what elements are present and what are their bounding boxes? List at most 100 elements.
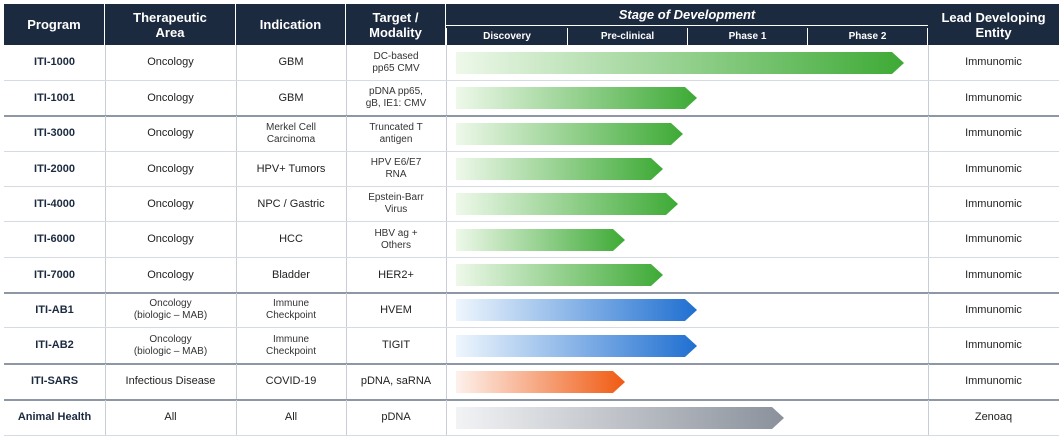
entity-cell: Immunomic [965,127,1022,139]
column-divider [236,328,237,363]
indication-cell: GBM [278,56,304,68]
stage-progress-arrow-shape [456,123,683,145]
column-divider [346,364,347,399]
stage-progress-arrow-shape [456,371,625,393]
row-separator [4,292,1059,294]
column-divider [346,400,347,435]
program-cell: ITI-SARS [30,375,79,387]
table-row: ITI-AB2 Oncology (biologic – MAB) Immune C… [4,328,1059,363]
indication-cell: COVID-19 [265,375,317,387]
column-divider [236,81,237,115]
entity-cell: Immunomic [965,375,1022,387]
column-divider [105,293,106,327]
indication-cell: Immune Checkpoint [265,298,317,321]
area-cell: Oncology [147,91,194,104]
table-row: ITI-AB1 Oncology (biologic – MAB) Immune C… [4,293,1059,327]
stage-progress-arrow [456,158,663,180]
header-indication: Indication [236,4,346,45]
stage-progress-arrow-shape [456,264,663,286]
column-divider [236,293,237,327]
row-separator [4,80,1059,81]
area-cell: Oncology [147,197,194,210]
entity-cell: Immunomic [965,56,1022,68]
indication-cell: HPV+ Tumors [256,162,326,175]
stage-progress-arrow-shape [456,229,625,251]
area-cell: Oncology (biologic – MAB) [133,298,208,321]
phase-2: Phase 2 [807,28,928,45]
column-divider [928,152,929,186]
table-row: ITI-1000 Oncology GBM DC-based pp65 CMV Immu… [4,45,1059,80]
column-divider [446,152,447,186]
indication-cell: Bladder [272,268,310,281]
header-lead-entity: Lead Developing Entity [941,9,1046,40]
column-divider [446,400,447,435]
area-cell: Oncology [147,268,194,281]
table-row: Animal Health All All pDNA Zenoaq [4,400,1059,435]
column-divider [236,152,237,186]
table-row: ITI-6000 Oncology HCC HBV ag + Others Immuno… [4,222,1059,257]
row-separator [4,115,1059,117]
program-cell: ITI-3000 [34,127,75,139]
row-separator [4,399,1059,401]
program-cell: ITI-1000 [34,56,75,68]
column-divider [105,400,106,435]
indication-cell: Immune Checkpoint [265,333,317,357]
stage-progress-arrow-shape [456,87,697,109]
header-target-modality: Target / Modality [346,4,446,45]
column-divider [446,116,447,151]
program-cell: ITI-AB1 [35,303,74,316]
program-cell: ITI-4000 [34,197,75,210]
entity-cell: Zenoaq [974,411,1013,423]
stage-progress-arrow-shape [456,193,678,215]
table-row: ITI-SARS Infectious Disease COVID-19 pDNA, … [4,364,1059,399]
stage-progress-arrow [456,407,784,429]
column-divider [928,293,929,327]
stage-progress-arrow-shape [456,52,904,74]
table-row: ITI-3000 Oncology Merkel Cell Carcinoma Tru… [4,116,1059,151]
area-cell: Oncology [147,56,194,68]
program-cell: ITI-6000 [34,233,75,245]
stage-progress-arrow [456,335,697,357]
table-row: ITI-4000 Oncology NPC / Gastric Epstein-Bar… [4,187,1059,221]
target-cell: HPV E6/E7 RNA [370,157,422,180]
stage-progress-arrow-shape [456,158,663,180]
program-cell: ITI-7000 [34,268,75,281]
indication-cell: HCC [279,233,303,245]
table-row: ITI-2000 Oncology HPV+ Tumors HPV E6/E7 RNA… [4,152,1059,186]
row-separator [4,327,1059,328]
column-divider [928,364,929,399]
stage-progress-arrow [456,123,683,145]
target-cell: Truncated T antigen [369,121,423,145]
area-cell: Oncology [147,233,194,245]
program-cell: Animal Health [17,411,92,423]
header-therapeutic-area: Therapeutic Area [105,4,236,45]
table-row: ITI-7000 Oncology Bladder HER2+ Immunomic [4,258,1059,292]
target-cell: pDNA [381,411,411,423]
column-divider [346,81,347,115]
area-cell: Oncology [147,162,194,175]
column-divider [236,258,237,292]
column-divider [928,187,929,221]
column-divider [928,116,929,151]
entity-cell: Immunomic [965,91,1022,104]
target-cell: HBV ag + Others [374,227,418,251]
target-cell: DC-based pp65 CMV [372,50,420,74]
column-divider [928,400,929,435]
row-separator [4,221,1059,222]
table-header: Program Therapeutic Area Indication Targ… [4,4,1059,45]
phase-1: Phase 1 [687,28,807,45]
column-divider [446,293,447,327]
target-cell: HVEM [380,303,412,316]
area-cell: Infectious Disease [125,375,216,387]
column-divider [346,258,347,292]
entity-cell: Immunomic [965,268,1022,281]
column-divider [105,187,106,221]
target-cell: HER2+ [378,268,414,281]
column-divider [236,222,237,257]
header-program: Program [4,4,105,45]
column-divider [446,364,447,399]
area-cell: Oncology [147,127,194,139]
phase-discovery: Discovery [446,28,567,45]
column-divider [928,81,929,115]
column-divider [346,45,347,80]
